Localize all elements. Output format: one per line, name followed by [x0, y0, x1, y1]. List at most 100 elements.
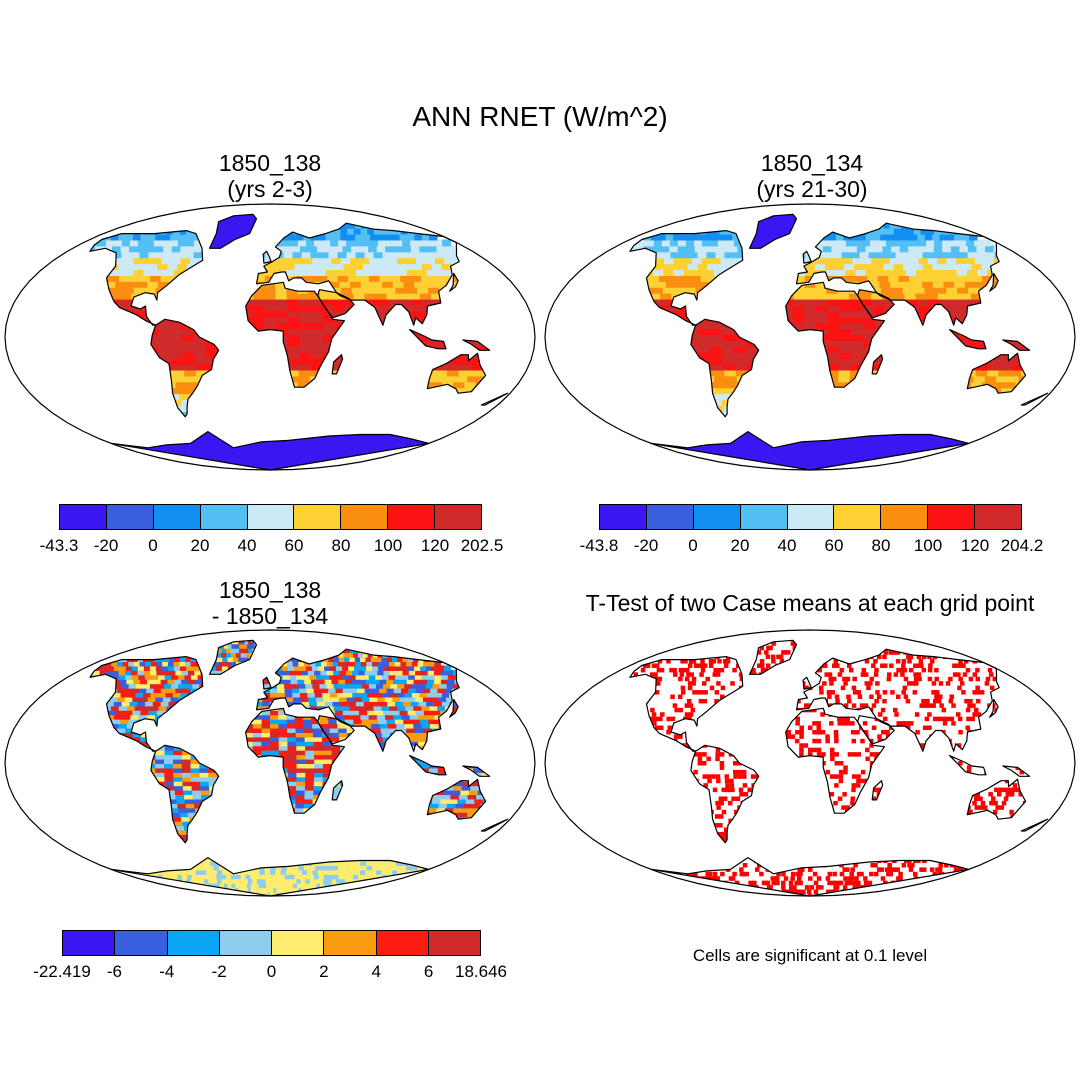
field-cell	[177, 234, 185, 241]
field-cell	[118, 263, 129, 270]
field-cell	[120, 293, 132, 300]
field-cell	[194, 352, 207, 359]
field-cell	[158, 340, 171, 347]
field-cell	[173, 370, 185, 377]
field-cell	[129, 245, 139, 252]
field-cell	[170, 239, 179, 246]
field-cell	[184, 370, 196, 377]
field-cell	[159, 352, 172, 359]
field-cell	[155, 234, 163, 241]
field-cell	[133, 234, 141, 241]
field-cell	[138, 245, 148, 252]
panel2-title-line1: 1850_134	[662, 150, 962, 176]
field-cell	[155, 245, 165, 252]
field-cell	[114, 239, 123, 246]
field-cell	[167, 263, 178, 270]
field-cell	[233, 228, 241, 235]
field-cell	[345, 464, 349, 471]
field-cell	[345, 464, 349, 471]
field-cell	[118, 299, 130, 306]
field-cell	[133, 269, 144, 276]
field-cell	[183, 364, 196, 371]
field-cell	[140, 275, 151, 282]
field-cell	[240, 228, 248, 235]
field-cell	[244, 222, 251, 229]
panel1-title-line1: 1850_138	[120, 150, 420, 176]
field-cell	[226, 222, 233, 229]
field-cell	[182, 346, 195, 353]
field-cell	[171, 352, 184, 359]
panel3-title-line1: 1850_138	[120, 577, 420, 603]
field-cell	[146, 239, 155, 246]
field-cell	[143, 257, 153, 264]
field-cell	[177, 387, 189, 394]
field-cell	[220, 222, 227, 229]
field-cell	[148, 263, 159, 270]
panel1-title: 1850_138 (yrs 2-3)	[120, 150, 420, 202]
field-cell	[195, 364, 208, 371]
field-cell	[170, 334, 183, 341]
field-cell	[185, 375, 197, 382]
field-cell	[170, 346, 183, 353]
field-cell	[126, 234, 134, 241]
field-cell	[124, 257, 134, 264]
panel2-title: 1850_134 (yrs 21-30)	[662, 150, 962, 202]
field-cell	[119, 275, 130, 282]
panel2-title-line2: (yrs 21-30)	[662, 176, 962, 202]
field-cell	[163, 245, 173, 252]
field-cell	[137, 281, 149, 288]
field-cell	[130, 239, 139, 246]
field-cell	[193, 340, 206, 347]
field-cell	[180, 245, 190, 252]
field-cell	[138, 263, 149, 270]
field-cell	[106, 239, 115, 246]
field-cell	[157, 251, 167, 258]
field-cell	[158, 346, 171, 353]
field-cell	[171, 257, 181, 264]
field-cell	[226, 228, 234, 235]
field-cell	[157, 263, 168, 270]
field-cell	[113, 269, 124, 276]
field-cell	[152, 257, 162, 264]
field-cell	[185, 234, 193, 241]
field-cell	[109, 275, 120, 282]
field-cell	[162, 257, 172, 264]
field-cell	[112, 287, 124, 294]
field-cell	[172, 245, 182, 252]
field-cell	[154, 269, 165, 276]
field-cell	[189, 245, 199, 252]
field-cell	[232, 222, 239, 229]
field-cell	[133, 257, 143, 264]
field-cell	[126, 281, 138, 288]
field-cell	[170, 234, 178, 241]
field-cell	[220, 228, 228, 235]
field-cell	[154, 239, 163, 246]
field-cell	[186, 239, 195, 246]
field-cell	[148, 234, 156, 241]
field-cell	[345, 464, 349, 471]
field-cell	[150, 275, 161, 282]
field-cell	[146, 245, 156, 252]
field-cell	[123, 269, 134, 276]
field-cell	[123, 287, 135, 294]
field-cell	[194, 358, 207, 365]
field-cell	[166, 251, 176, 258]
field-cell	[121, 245, 131, 252]
field-cell	[175, 251, 185, 258]
field-cell	[164, 269, 175, 276]
field-cell	[180, 257, 190, 264]
field-cell	[163, 234, 171, 241]
field-cell	[158, 334, 171, 341]
field-cell	[171, 358, 184, 365]
panel3-title: 1850_138 - 1850_134	[120, 577, 420, 629]
field-cell	[177, 263, 188, 270]
field-cell	[182, 340, 195, 347]
field-cell	[178, 239, 187, 246]
field-cell	[172, 364, 185, 371]
field-cell	[184, 251, 194, 258]
field-cell	[182, 352, 195, 359]
field-cell	[238, 222, 245, 229]
field-cell	[170, 340, 183, 347]
field-cell	[143, 269, 154, 276]
field-cell	[182, 334, 195, 341]
